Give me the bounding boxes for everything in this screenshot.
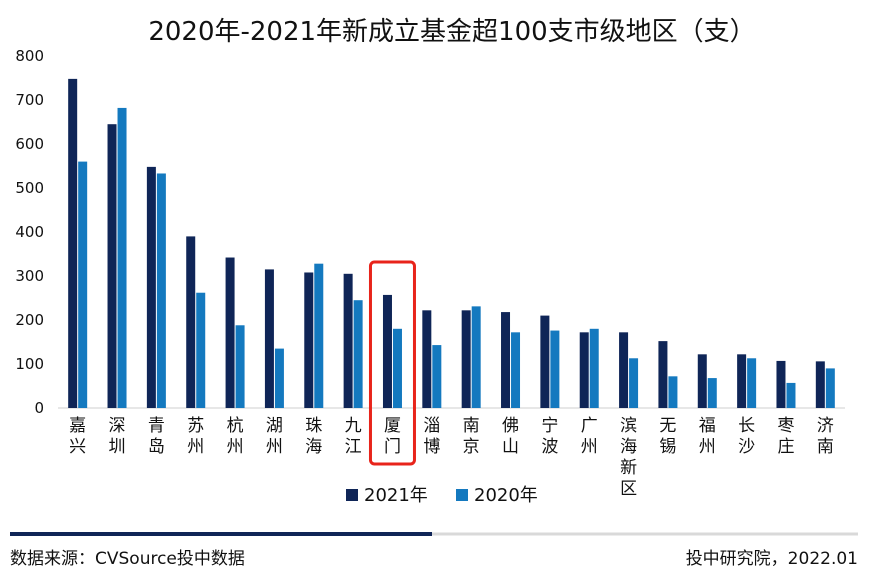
bar-series2 bbox=[235, 325, 245, 408]
bars-group bbox=[68, 78, 835, 409]
category-label: 九江 bbox=[345, 416, 362, 457]
bar-series2 bbox=[196, 292, 206, 408]
y-tick-label: 100 bbox=[15, 355, 44, 373]
bar-series2 bbox=[786, 382, 796, 408]
bar-series1 bbox=[815, 361, 825, 408]
y-tick-label: 600 bbox=[15, 135, 44, 153]
category-label: 无锡 bbox=[659, 416, 676, 457]
bar-series1 bbox=[461, 310, 471, 408]
category-label: 南京 bbox=[463, 416, 480, 457]
bar-series1 bbox=[697, 354, 707, 408]
bar-series1 bbox=[68, 78, 78, 408]
category-label: 苏州 bbox=[187, 416, 204, 457]
bar-series2 bbox=[117, 107, 127, 409]
category-label: 广州 bbox=[581, 416, 598, 457]
bar-series1 bbox=[146, 166, 156, 408]
category-label: 福州 bbox=[699, 416, 716, 457]
bar-series2 bbox=[707, 378, 717, 408]
chart-title: 2020年-2021年新成立基金超100支市级地区（支） bbox=[148, 17, 755, 47]
highlight-box bbox=[368, 260, 416, 466]
bar-series2 bbox=[392, 328, 402, 408]
bar-series1 bbox=[107, 124, 117, 408]
y-tick-label: 700 bbox=[15, 91, 44, 109]
bar-series1 bbox=[540, 315, 550, 408]
bar-series2 bbox=[589, 328, 599, 408]
category-label: 枣庄 bbox=[777, 416, 794, 457]
bar-series1 bbox=[579, 332, 589, 408]
category-label: 济南 bbox=[817, 416, 834, 457]
bar-series1 bbox=[186, 236, 196, 408]
category-label: 嘉兴 bbox=[69, 416, 86, 457]
bar-series2 bbox=[156, 173, 166, 408]
category-label: 淄博 bbox=[423, 416, 440, 457]
bar-series1 bbox=[264, 269, 274, 408]
legend-swatch bbox=[346, 489, 358, 501]
bar-series2 bbox=[432, 345, 442, 408]
bar-series1 bbox=[501, 312, 511, 408]
footer: 数据来源：CVSource投中数据 投中研究院，2022.01 bbox=[10, 532, 858, 569]
category-label: 滨海新区 bbox=[620, 416, 637, 499]
legend-swatch bbox=[456, 489, 468, 501]
bar-series1 bbox=[619, 332, 629, 408]
y-tick-label: 0 bbox=[34, 399, 44, 417]
bar-series2 bbox=[550, 330, 560, 408]
bar-series2 bbox=[668, 376, 678, 408]
bar-series1 bbox=[225, 257, 235, 408]
legend: 2021年 2020年 bbox=[346, 485, 538, 506]
bar-series2 bbox=[353, 300, 363, 408]
bar-series2 bbox=[511, 332, 521, 408]
y-tick-label: 300 bbox=[15, 267, 44, 285]
bar-series1 bbox=[382, 294, 392, 408]
bar-series2 bbox=[471, 306, 481, 408]
y-tick-label: 200 bbox=[15, 311, 44, 329]
y-tick-label: 500 bbox=[15, 179, 44, 197]
legend-label: 2020年 bbox=[474, 485, 538, 506]
bar-series2 bbox=[629, 358, 639, 408]
category-label: 杭州 bbox=[227, 416, 244, 457]
bar-series1 bbox=[658, 341, 668, 408]
bar-series1 bbox=[304, 272, 314, 408]
bar-series2 bbox=[274, 348, 284, 408]
category-label: 青岛 bbox=[148, 416, 165, 457]
y-tick-label: 800 bbox=[15, 47, 44, 65]
category-label: 佛山 bbox=[502, 416, 519, 457]
bar-series2 bbox=[314, 263, 324, 408]
category-label: 厦门 bbox=[384, 416, 401, 457]
bar-series1 bbox=[776, 360, 786, 408]
category-label: 宁波 bbox=[541, 416, 558, 457]
legend-label: 2021年 bbox=[364, 485, 428, 506]
category-label: 深圳 bbox=[109, 416, 126, 457]
highlight-group bbox=[368, 260, 416, 466]
category-label: 湖州 bbox=[266, 416, 283, 457]
bar-series1 bbox=[737, 354, 747, 408]
source-note: 数据来源：CVSource投中数据 bbox=[10, 549, 245, 569]
category-label: 珠海 bbox=[305, 416, 322, 457]
bar-series2 bbox=[825, 368, 835, 408]
category-label: 长沙 bbox=[738, 416, 755, 457]
y-tick-label: 400 bbox=[15, 223, 44, 241]
bar-series1 bbox=[343, 273, 353, 408]
bar-series1 bbox=[422, 310, 432, 408]
bar-series2 bbox=[78, 161, 88, 408]
publisher-credit: 投中研究院，2022.01 bbox=[686, 549, 858, 569]
bar-series2 bbox=[747, 358, 757, 408]
